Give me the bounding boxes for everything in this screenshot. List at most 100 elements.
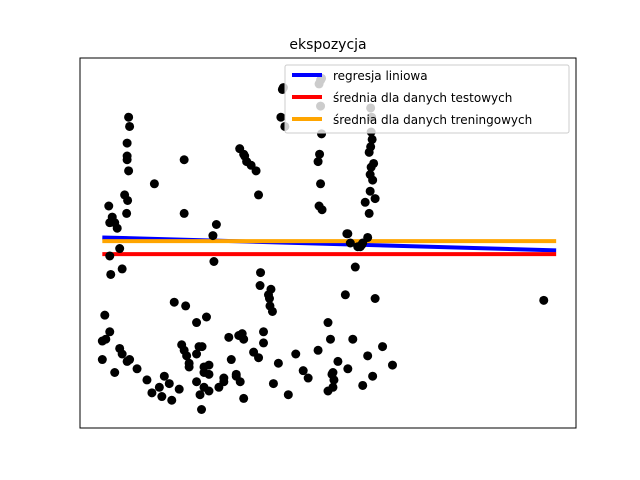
data-point — [239, 149, 249, 159]
data-point — [325, 334, 335, 344]
data-point — [329, 375, 339, 385]
data-point — [368, 175, 378, 185]
data-point — [122, 138, 132, 148]
data-point — [177, 340, 187, 350]
data-point — [387, 360, 397, 370]
data-point — [254, 353, 264, 363]
data-point — [179, 208, 189, 218]
data-point — [350, 262, 360, 272]
data-point — [110, 368, 120, 377]
data-point — [268, 379, 278, 389]
data-point — [370, 294, 380, 303]
data-point — [194, 342, 204, 352]
data-point — [363, 232, 373, 242]
legend: regresja liniowa średnia dla danych test… — [284, 64, 570, 134]
data-point — [181, 301, 191, 311]
data-point — [370, 194, 380, 204]
data-point — [255, 281, 265, 291]
data-point — [125, 355, 135, 365]
data-point — [209, 257, 219, 266]
data-point — [367, 134, 377, 144]
data-point — [239, 393, 249, 403]
data-point — [122, 208, 132, 218]
data-point — [125, 121, 135, 131]
data-point — [328, 368, 338, 377]
data-point — [369, 158, 379, 168]
data-point — [291, 349, 301, 359]
data-point — [283, 390, 293, 400]
data-point — [112, 223, 122, 233]
data-point — [159, 371, 169, 381]
data-point — [174, 384, 184, 394]
data-point — [313, 345, 323, 355]
data-point — [368, 371, 378, 381]
data-point — [365, 186, 375, 196]
data-point — [201, 312, 211, 322]
data-point — [323, 386, 333, 396]
data-point — [266, 284, 276, 294]
data-point — [104, 201, 114, 211]
data-point — [105, 251, 115, 261]
data-point — [192, 318, 202, 328]
data-point — [124, 112, 134, 122]
data-point — [360, 197, 370, 207]
data-point — [539, 295, 549, 305]
data-point — [345, 238, 355, 248]
data-point — [157, 392, 167, 402]
data-point — [179, 155, 189, 165]
data-point — [364, 208, 374, 218]
data-point — [224, 332, 234, 342]
data-point — [317, 205, 327, 215]
data-point — [251, 166, 261, 176]
data-point — [164, 379, 174, 389]
data-point — [219, 377, 229, 387]
data-point — [363, 351, 373, 361]
data-point — [313, 157, 323, 167]
data-point — [256, 268, 266, 278]
data-point — [378, 342, 388, 352]
data-point — [231, 369, 241, 379]
chart-title: ekspozycja — [289, 37, 366, 53]
data-point — [101, 334, 111, 344]
legend-label-regresja: regresja liniowa — [333, 69, 428, 83]
data-point — [239, 334, 249, 344]
data-point — [273, 358, 283, 368]
data-point — [226, 355, 236, 365]
data-point — [235, 377, 245, 387]
data-point — [97, 355, 107, 365]
data-point — [333, 356, 343, 366]
data-point — [117, 264, 127, 274]
data-point — [192, 377, 202, 387]
data-point — [259, 338, 269, 348]
data-point — [197, 405, 207, 414]
data-point — [167, 395, 177, 405]
series-lines — [102, 235, 557, 257]
data-point — [366, 142, 376, 152]
data-point — [105, 327, 115, 337]
data-point — [184, 362, 194, 372]
data-point — [259, 327, 269, 337]
data-point — [147, 388, 157, 398]
data-point — [195, 390, 205, 400]
data-point — [348, 334, 358, 344]
data-point — [276, 112, 286, 122]
data-point — [199, 368, 209, 377]
data-point — [204, 386, 214, 396]
legend-label-testowe: średnia dla danych testowych — [333, 91, 512, 105]
legend-box — [284, 64, 570, 134]
data-point — [132, 364, 142, 374]
data-point — [267, 306, 277, 316]
data-point — [340, 290, 350, 300]
data-point — [192, 349, 202, 359]
data-point — [298, 366, 308, 376]
data-point — [323, 318, 333, 328]
data-point — [343, 229, 353, 239]
data-point — [149, 179, 159, 189]
data-point — [169, 297, 179, 307]
data-point — [208, 231, 218, 241]
data-point — [154, 382, 164, 392]
data-point — [117, 349, 127, 359]
data-point — [123, 195, 133, 205]
data-point — [254, 190, 264, 200]
